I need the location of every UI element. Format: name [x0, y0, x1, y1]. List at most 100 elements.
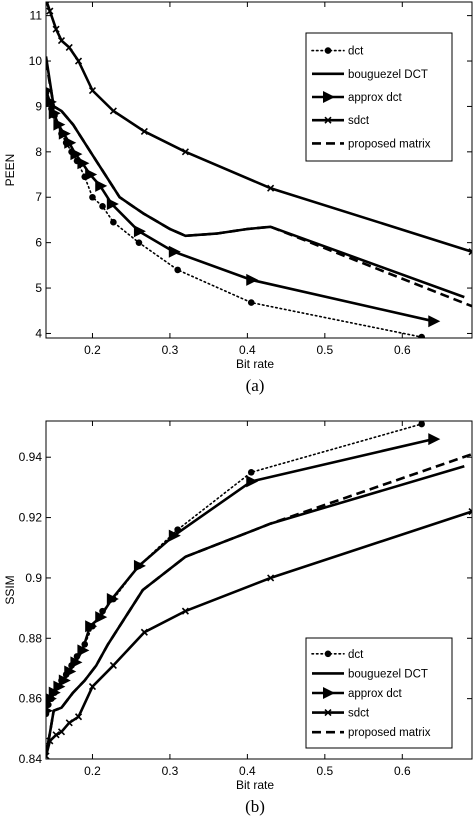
data-point-sdct	[109, 107, 117, 115]
plot-area	[46, 2, 472, 338]
data-point-approx-dct	[70, 656, 83, 669]
data-point-approx-dct	[428, 315, 441, 328]
data-point-sdct	[74, 57, 83, 65]
data-point-dct	[110, 218, 117, 226]
plot-frame	[45, 420, 473, 760]
figure-caption: (b)	[245, 797, 265, 816]
y-tick-label: 0.84	[19, 752, 43, 766]
data-point-approx-dct	[53, 118, 66, 131]
x-axis-title: Bit rate	[236, 778, 274, 792]
data-point-approx-dct	[428, 433, 441, 446]
data-point-approx-dct	[106, 198, 119, 211]
x-axis-title: Bit rate	[236, 357, 274, 371]
y-tick-label: 7	[35, 190, 42, 204]
data-point-sdct	[52, 25, 60, 33]
data-point-sdct	[468, 507, 472, 516]
data-point-approx-dct	[95, 179, 108, 192]
data-point-sdct	[46, 752, 50, 759]
x-tick-label: 0.2	[84, 343, 101, 357]
data-point-approx-dct	[246, 273, 259, 286]
y-tick-label: 6	[35, 236, 42, 250]
legend: dct bouguezel DCT approx dct sdct proposed m…	[305, 637, 453, 749]
y-tick-label: 8	[35, 145, 42, 159]
x-tick-label: 0.6	[394, 764, 411, 778]
legend-label-sdct: sdct	[348, 708, 370, 720]
legend-marker-approx-dct	[323, 687, 335, 699]
x-tick-label: 0.4	[239, 343, 256, 357]
data-point-dct	[247, 299, 255, 306]
legend-label-dct: dct	[348, 46, 364, 58]
data-point-approx-dct	[64, 136, 77, 149]
data-point-sdct	[109, 661, 117, 670]
data-point-approx-dct	[46, 693, 57, 705]
data-point-approx-dct	[77, 644, 90, 657]
data-point-approx-dct	[77, 157, 90, 170]
x-tick-label: 0.5	[316, 764, 333, 778]
data-point-dct	[418, 421, 425, 428]
data-point-sdct	[140, 628, 148, 636]
data-point-approx-dct	[106, 593, 119, 606]
legend-label-bouguezel-dct: bouguezel DCT	[348, 668, 428, 680]
legend-label-sdct: sdct	[348, 115, 370, 127]
data-point-approx-dct	[95, 611, 108, 624]
data-point-dct	[174, 266, 181, 274]
chart-a: 0.2 0.3 0.4 0.5 0.6 4 5 6 7 8 9 10 11 Bit rate PEEN dct…	[3, 1, 473, 395]
legend-label-dct: dct	[348, 649, 364, 661]
x-tick-label: 0.2	[84, 764, 101, 778]
series-line-proposed-matrix	[46, 452, 472, 757]
chart-b: 0.2 0.3 0.4 0.5 0.6 0.84 0.86 0.88 0.9 0.92 0.94 Bi…	[3, 420, 473, 816]
data-point-sdct	[468, 248, 472, 256]
legend-marker-dct	[324, 47, 332, 54]
y-tick-label: 4	[35, 326, 42, 340]
x-tick-label: 0.4	[239, 764, 256, 778]
x-tick-label: 0.3	[162, 764, 179, 778]
data-point-approx-dct	[64, 665, 77, 678]
y-axis-title: PEEN	[3, 154, 17, 187]
data-point-approx-dct	[48, 686, 61, 699]
data-point-sdct	[52, 731, 60, 739]
legend-marker-sdct	[324, 116, 332, 124]
data-point-sdct	[267, 574, 275, 582]
legend-marker-sdct	[324, 709, 332, 717]
data-point-approx-dct	[85, 620, 98, 633]
legend-label-approx-dct: approx dct	[348, 688, 403, 700]
series-line-sdct	[46, 2, 472, 253]
data-point-approx-dct	[58, 674, 71, 687]
data-point-approx-dct	[46, 707, 53, 715]
x-tick-label: 0.6	[394, 343, 411, 357]
legend-label-approx-dct: approx dct	[348, 92, 403, 104]
series-line-proposed-matrix	[46, 60, 472, 308]
y-tick-label: 0.92	[19, 511, 43, 525]
legend-label-proposed-matrix: proposed matrix	[348, 138, 431, 150]
plot-frame	[45, 1, 473, 339]
data-point-approx-dct	[168, 245, 181, 258]
data-point-sdct	[181, 607, 189, 615]
data-point-sdct	[57, 37, 66, 45]
legend-marker-approx-dct	[323, 91, 335, 103]
y-tick-label: 0.94	[19, 450, 43, 464]
y-tick-label: 5	[35, 281, 42, 295]
data-point-approx-dct	[70, 148, 83, 161]
data-point-sdct	[57, 728, 66, 736]
data-point-sdct	[267, 184, 275, 192]
y-tick-label: 0.88	[19, 631, 43, 645]
data-point-approx-dct	[46, 87, 53, 95]
figure-caption: (a)	[246, 376, 265, 395]
data-point-dct	[418, 333, 425, 338]
data-point-sdct	[181, 148, 189, 156]
data-point-sdct	[88, 683, 97, 691]
y-tick-label: 10	[29, 54, 43, 68]
y-axis-title: SSIM	[3, 575, 17, 604]
data-point-approx-dct	[48, 107, 61, 120]
data-point-sdct	[88, 86, 97, 95]
data-point-approx-dct	[85, 168, 98, 181]
y-tick-label: 0.86	[19, 692, 43, 706]
data-point-approx-dct	[53, 680, 66, 693]
legend-label-bouguezel-dct: bouguezel DCT	[348, 69, 428, 81]
data-point-dct	[89, 193, 96, 201]
legend: dct bouguezel DCT approx dct sdct proposed m…	[305, 32, 453, 162]
data-point-approx-dct	[246, 475, 259, 488]
data-point-sdct	[140, 127, 148, 135]
data-point-dct	[135, 239, 143, 246]
